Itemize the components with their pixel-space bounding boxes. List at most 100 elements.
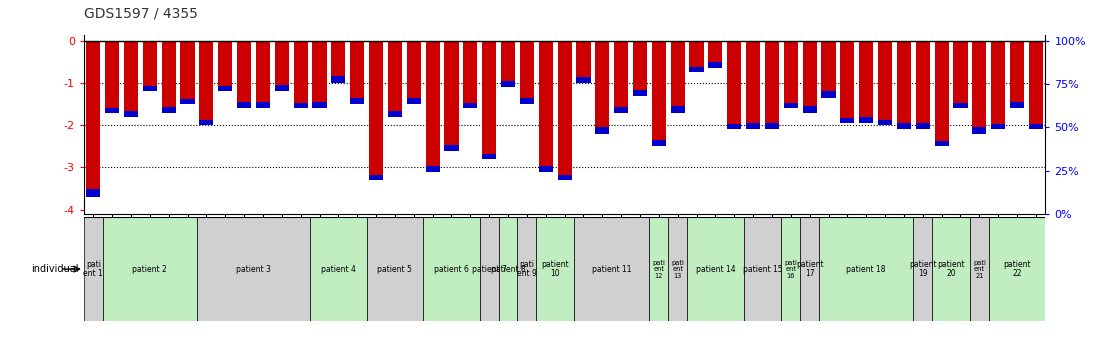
Text: patient 3: patient 3	[236, 265, 271, 274]
Bar	[84, 217, 103, 321]
Bar	[992, 41, 1005, 129]
Bar	[913, 217, 932, 321]
Text: pati
ent
21: pati ent 21	[973, 259, 986, 279]
Text: patient 14: patient 14	[695, 265, 736, 274]
Bar	[633, 90, 647, 96]
Bar	[482, 41, 496, 159]
Bar	[539, 41, 552, 172]
Bar	[1029, 41, 1043, 129]
Bar	[310, 217, 367, 321]
Text: GDS1597 / 4355: GDS1597 / 4355	[84, 7, 198, 21]
Bar	[652, 140, 666, 146]
Bar	[916, 123, 930, 129]
Bar	[445, 145, 458, 150]
Bar	[954, 41, 967, 108]
Bar	[746, 123, 760, 129]
Text: pati
ent 1: pati ent 1	[84, 260, 103, 278]
Bar	[388, 41, 402, 117]
Bar	[162, 107, 176, 112]
Bar	[803, 106, 817, 112]
Bar	[445, 41, 458, 150]
Bar	[558, 175, 571, 180]
Bar	[256, 102, 271, 108]
Bar	[256, 41, 271, 108]
Bar	[803, 41, 817, 112]
Bar	[143, 86, 157, 91]
Bar	[218, 41, 233, 91]
Bar	[859, 117, 873, 123]
Bar	[784, 103, 798, 108]
Bar	[746, 41, 760, 129]
Bar	[743, 217, 781, 321]
Bar	[970, 217, 988, 321]
Bar	[518, 217, 537, 321]
Text: patient
22: patient 22	[1003, 260, 1031, 278]
Bar	[426, 41, 439, 172]
Bar	[577, 41, 590, 83]
Bar	[482, 154, 496, 159]
Bar	[499, 217, 518, 321]
Bar	[197, 217, 310, 321]
Bar	[86, 189, 101, 197]
Bar	[237, 41, 252, 108]
Bar	[878, 41, 892, 125]
Text: pati
ent
16: pati ent 16	[785, 259, 797, 279]
Bar	[237, 102, 252, 108]
Bar	[800, 217, 819, 321]
Bar	[988, 217, 1045, 321]
Bar	[690, 41, 703, 72]
Bar	[819, 217, 913, 321]
Text: patient 8: patient 8	[491, 265, 525, 274]
Bar	[765, 41, 779, 129]
Bar	[973, 41, 986, 134]
Bar	[897, 41, 911, 129]
Bar	[407, 41, 420, 104]
Text: pati
ent
13: pati ent 13	[671, 259, 684, 279]
Bar	[180, 99, 195, 104]
Bar	[669, 217, 688, 321]
Text: patient 4: patient 4	[321, 265, 356, 274]
Bar	[480, 217, 499, 321]
Bar	[367, 217, 424, 321]
Bar	[424, 217, 480, 321]
Bar	[312, 102, 326, 108]
Bar	[537, 217, 574, 321]
Bar	[143, 41, 157, 91]
Bar	[727, 124, 741, 129]
Bar	[180, 41, 195, 104]
Bar	[973, 127, 986, 134]
Text: patient
17: patient 17	[796, 260, 824, 278]
Bar	[916, 41, 930, 129]
Bar	[520, 41, 534, 104]
Bar	[897, 123, 911, 129]
Bar	[350, 98, 364, 104]
Bar	[784, 41, 798, 108]
Bar	[388, 111, 402, 117]
Bar	[501, 81, 515, 87]
Bar	[275, 41, 288, 91]
Text: patient 18: patient 18	[846, 265, 885, 274]
Bar	[841, 41, 854, 123]
Bar	[595, 127, 609, 134]
Bar	[105, 108, 120, 112]
Bar	[369, 175, 383, 180]
Text: patient 5: patient 5	[378, 265, 413, 274]
Bar	[614, 41, 628, 112]
Bar	[688, 217, 743, 321]
Bar	[539, 166, 552, 172]
Bar	[312, 41, 326, 108]
Bar	[671, 106, 684, 112]
Text: patient 6: patient 6	[434, 265, 468, 274]
Bar	[574, 217, 650, 321]
Bar	[218, 86, 233, 91]
Bar	[614, 107, 628, 112]
Bar	[463, 41, 477, 108]
Bar	[650, 217, 669, 321]
Bar	[935, 41, 949, 146]
Bar	[841, 118, 854, 123]
Bar	[652, 41, 666, 146]
Bar	[633, 41, 647, 96]
Bar	[558, 41, 571, 180]
Bar	[992, 124, 1005, 129]
Bar	[859, 41, 873, 123]
